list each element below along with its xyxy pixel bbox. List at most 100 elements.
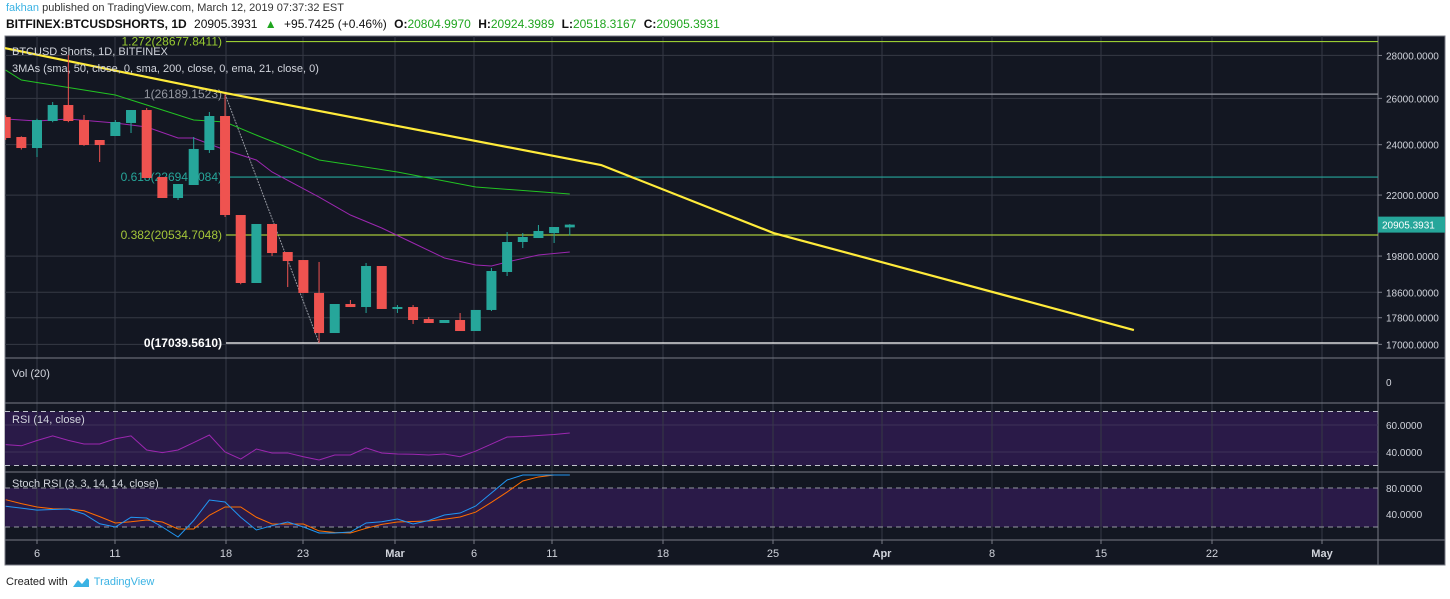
close-label: C: <box>643 17 657 31</box>
candle-body <box>5 117 11 138</box>
price-axis-label: 24000.0000 <box>1386 141 1439 152</box>
candle-body <box>79 120 90 146</box>
fib-level-label: 0.382(20534.7048) <box>121 228 222 242</box>
candle-body <box>329 303 340 334</box>
x-axis-label: 15 <box>1095 548 1107 560</box>
created-with-text: Created with <box>6 576 68 588</box>
price-change: +95.7425 (+0.46%) <box>284 17 387 31</box>
footer: Created with TradingView <box>6 576 154 588</box>
x-axis-label: 8 <box>989 548 995 560</box>
current-price-label: 20905.3931 <box>1382 221 1435 232</box>
candle-body <box>455 320 466 332</box>
moving-averages-legend[interactable]: 3MAs (sma, 50, close, 0, sma, 200, close… <box>12 63 319 75</box>
candle-body <box>188 148 199 185</box>
price-pane: 1.272(28677.8411) 1(26189.1523) 0.618(2269… <box>5 35 1378 350</box>
candle-body <box>486 270 497 310</box>
high-label: H: <box>478 17 491 31</box>
candle-body <box>298 260 309 293</box>
chart-background <box>4 35 1446 566</box>
low-value: 20518.3167 <box>572 17 637 31</box>
open-value: 20804.9970 <box>407 17 471 31</box>
ema21-line <box>5 118 570 267</box>
candle-body <box>408 307 419 321</box>
up-arrow-icon: ▲ <box>264 17 277 31</box>
candle-body <box>94 139 105 146</box>
x-axis-label: 6 <box>471 548 477 560</box>
rsi-axis-label: 60.0000 <box>1386 421 1423 432</box>
x-axis-label: 18 <box>220 548 232 560</box>
candle-body <box>204 115 215 151</box>
candle-body <box>517 236 528 242</box>
x-axis-label: Apr <box>873 548 893 560</box>
candle-body <box>533 231 544 239</box>
candle-body <box>173 184 184 198</box>
candle-body <box>314 292 325 334</box>
price-axis-label: 17800.0000 <box>1386 314 1439 325</box>
candle-body <box>141 110 152 178</box>
price-axis-label: 28000.0000 <box>1386 51 1439 62</box>
high-value: 20924.3989 <box>490 17 555 31</box>
stoch-axis-label: 80.0000 <box>1386 484 1423 495</box>
candle-body <box>267 223 278 254</box>
candle-body <box>439 320 450 324</box>
candle-body <box>251 223 262 284</box>
fib-level-label: 0(17039.5610) <box>144 336 222 350</box>
price-axis-label: 22000.0000 <box>1386 191 1439 202</box>
x-axis-label: 18 <box>657 548 669 560</box>
stoch-d-line <box>5 474 570 534</box>
current-price-badge <box>1378 216 1445 233</box>
stoch-rsi-band <box>5 488 1378 527</box>
price-axis-label: 17000.0000 <box>1386 340 1439 351</box>
x-axis-label: 6 <box>34 548 40 560</box>
candle-body <box>423 319 434 324</box>
author-link[interactable]: fakhan <box>6 2 40 14</box>
candle-body <box>235 215 246 284</box>
candle-body <box>47 105 58 122</box>
publish-info: fakhan published on TradingView.com, Mar… <box>6 2 344 14</box>
stoch-k-line <box>5 474 570 538</box>
candle-body <box>502 241 513 272</box>
candle-body <box>110 121 121 136</box>
rsi-line <box>5 432 570 461</box>
stoch-rsi-pane-title[interactable]: Stoch RSI (3, 3, 14, 14, close) <box>12 478 159 490</box>
sma200-line <box>5 47 1135 332</box>
candle-body <box>63 105 74 122</box>
candle-body <box>392 307 403 309</box>
chart-legend-title: BTCUSD Shorts, 1D, BITFINEX <box>12 46 168 58</box>
close-value: 20905.3931 <box>656 17 720 31</box>
candle-body <box>32 120 42 149</box>
fib-level-label: 1.272(28677.8411) <box>121 35 222 49</box>
tradingview-logo-icon <box>72 577 89 587</box>
fib-trend-line <box>224 93 320 344</box>
symbol-quote-line: BITFINEX:BTCUSDSHORTS, 1D 20905.3931 ▲ +… <box>6 17 724 31</box>
tradingview-link[interactable]: TradingView <box>93 576 155 588</box>
fib-level-label: 1(26189.1523) <box>144 87 222 101</box>
candle-body <box>470 309 481 332</box>
candle-body <box>549 227 560 234</box>
candle-body <box>220 115 231 216</box>
x-axis-label: 25 <box>767 548 779 560</box>
candle-body <box>157 177 168 198</box>
price-axis-label: 26000.0000 <box>1386 94 1439 105</box>
x-axis-label: Mar <box>385 548 405 560</box>
volume-pane-title[interactable]: Vol (20) <box>12 368 50 380</box>
candle-body <box>345 303 356 308</box>
x-axis-label: 11 <box>546 548 557 560</box>
symbol-name: BITFINEX:BTCUSDSHORTS, 1D <box>6 17 187 31</box>
rsi-pane-title[interactable]: RSI (14, close) <box>12 414 85 426</box>
candle-body <box>564 224 575 228</box>
last-price: 20905.3931 <box>194 17 258 31</box>
x-axis-label: 11 <box>109 548 120 560</box>
x-axis-label: May <box>1311 548 1333 560</box>
fib-level-label: 0.618(22694.0084) <box>121 170 222 184</box>
rsi-axis-label: 40.0000 <box>1386 448 1423 459</box>
stoch-axis-label: 40.0000 <box>1386 510 1423 521</box>
price-axis-label: 18600.0000 <box>1386 288 1439 299</box>
candle-body <box>282 252 293 262</box>
x-axis-label: 22 <box>1206 548 1218 560</box>
publish-text: published on TradingView.com, March 12, … <box>42 2 344 14</box>
volume-axis-label: 0 <box>1386 378 1392 389</box>
open-label: O: <box>394 17 408 31</box>
price-axis-label: 19800.0000 <box>1386 252 1439 263</box>
